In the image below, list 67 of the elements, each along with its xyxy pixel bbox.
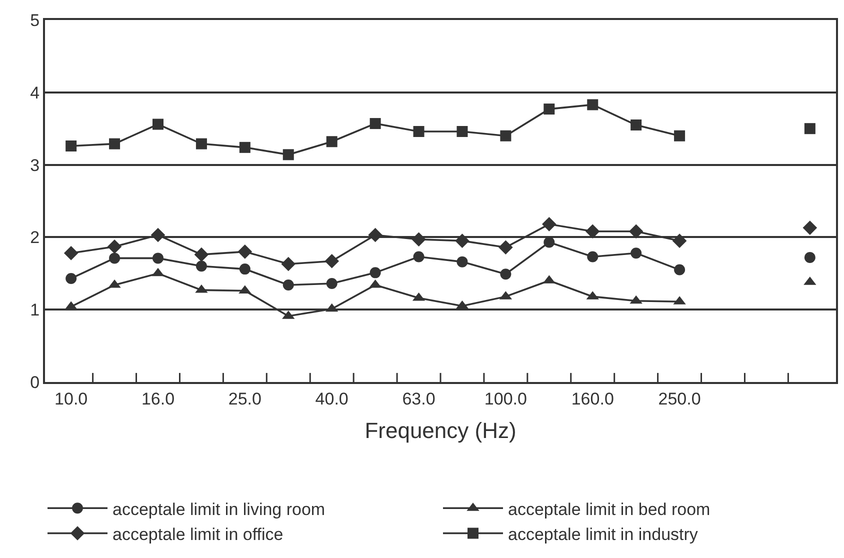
point <box>239 264 250 275</box>
point <box>413 126 424 137</box>
x-tick-label: 100.0 <box>484 389 527 408</box>
point <box>585 224 600 239</box>
x-tick-label: 160.0 <box>571 389 614 408</box>
point <box>370 118 381 130</box>
point <box>150 228 166 242</box>
point <box>66 272 77 284</box>
point <box>500 130 512 142</box>
point <box>456 126 468 137</box>
point <box>412 232 426 247</box>
point <box>587 251 598 262</box>
x-tick-label: 40.0 <box>315 389 348 408</box>
x-tick-label: 16.0 <box>141 389 175 408</box>
point <box>109 252 120 264</box>
point <box>196 260 207 272</box>
point <box>66 140 77 152</box>
point <box>672 234 687 248</box>
point <box>238 244 252 259</box>
point <box>498 240 513 254</box>
point <box>628 224 644 239</box>
point <box>630 119 642 130</box>
point <box>674 130 686 142</box>
point <box>804 123 816 134</box>
point <box>152 252 164 264</box>
point <box>152 118 164 130</box>
legend-label: acceptale limit in bed room <box>508 500 710 519</box>
legend-label: acceptale limit in industry <box>508 524 698 544</box>
point <box>674 264 686 276</box>
y-tick-label: 1 <box>30 300 40 320</box>
y-tick-label: 2 <box>30 228 40 248</box>
y-tick-label: 3 <box>30 156 40 175</box>
point <box>64 246 78 260</box>
point <box>326 278 338 290</box>
point <box>282 279 294 290</box>
point <box>107 239 122 254</box>
point <box>281 256 296 272</box>
point <box>500 268 512 280</box>
point <box>544 236 555 248</box>
point <box>542 217 556 232</box>
point <box>804 252 816 263</box>
point <box>239 142 250 153</box>
point <box>544 104 555 115</box>
x-tick-label: 10.0 <box>54 389 88 408</box>
point <box>109 138 120 150</box>
y-tick-label: 5 <box>30 10 40 30</box>
x-tick-label: 25.0 <box>228 389 262 408</box>
x-axis-title: Frequency (Hz) <box>364 418 516 443</box>
point <box>326 136 338 148</box>
point <box>802 220 818 235</box>
point <box>196 138 207 150</box>
point <box>413 251 424 262</box>
point <box>282 149 294 160</box>
point <box>630 248 642 259</box>
point <box>368 228 382 242</box>
x-tick-label: 63.0 <box>402 389 436 408</box>
point <box>324 254 339 268</box>
point <box>587 99 598 110</box>
point <box>194 247 209 262</box>
x-tick-label: 250.0 <box>658 389 701 408</box>
point <box>455 234 470 248</box>
legend-label: acceptale limit in office <box>112 524 284 544</box>
legend-label: acceptale limit in living room <box>112 500 326 519</box>
y-tick-label: 4 <box>30 83 40 102</box>
point <box>456 256 468 268</box>
y-tick-label: 0 <box>30 372 40 392</box>
point <box>370 267 381 278</box>
